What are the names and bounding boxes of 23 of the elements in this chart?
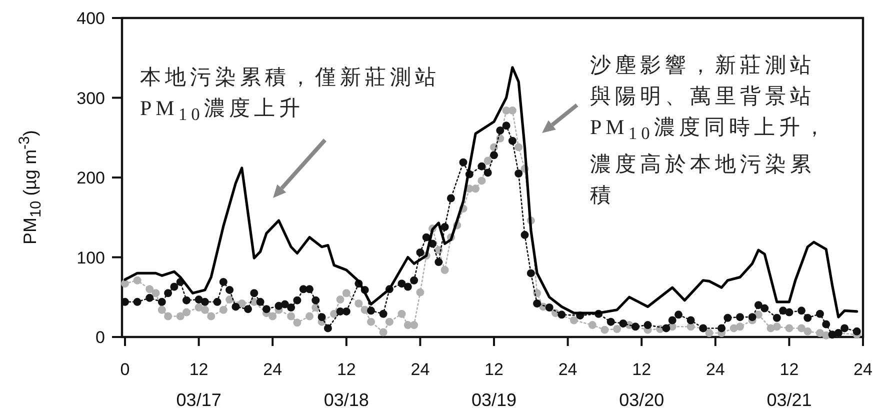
x-tick-label: 24	[706, 360, 725, 379]
x-tick-label: 24	[558, 360, 578, 379]
annotation: 本地污染累積，僅新莊測站PM$_{10}$濃度上升	[140, 64, 441, 126]
x-tick-label: 12	[484, 360, 504, 379]
x-tick-label: 24	[854, 360, 872, 379]
text: 03/21	[766, 390, 812, 411]
x-tick-label: 12	[336, 360, 356, 379]
x-tick-label: 24	[263, 360, 282, 379]
text: 03/19	[472, 390, 517, 411]
text: 03/17	[176, 390, 222, 411]
annotation: 沙塵影響，新莊測站與陽明、萬里背景站PM$_{10}$濃度同時上升，濃度高於本地污染累積	[590, 52, 830, 210]
y-tick-label: 400	[76, 9, 105, 28]
y-tick-label: 0	[96, 328, 105, 347]
y-tick-label: 200	[76, 168, 105, 188]
x-tick-label: 0	[120, 360, 130, 379]
text: 03/18	[324, 390, 369, 411]
x-tick-label: 12	[189, 360, 208, 379]
x-tick-label: 12	[632, 360, 652, 379]
text: 03/20	[619, 390, 664, 411]
y-tick-label: 100	[76, 248, 105, 268]
x-tick-label: 24	[410, 360, 430, 379]
x-tick-label: 12	[780, 360, 799, 379]
y-tick-label: 300	[76, 88, 105, 108]
